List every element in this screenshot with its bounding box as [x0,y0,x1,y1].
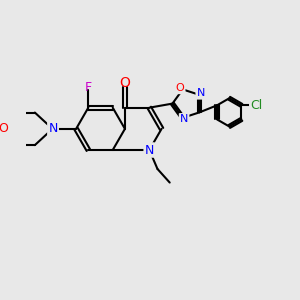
Text: N: N [145,143,154,157]
Text: Cl: Cl [250,99,262,112]
Text: N: N [48,122,58,135]
Text: O: O [0,122,9,135]
Text: O: O [176,83,184,93]
Text: F: F [85,81,92,94]
Text: O: O [119,76,130,90]
Text: N: N [196,88,205,98]
Text: N: N [180,114,188,124]
